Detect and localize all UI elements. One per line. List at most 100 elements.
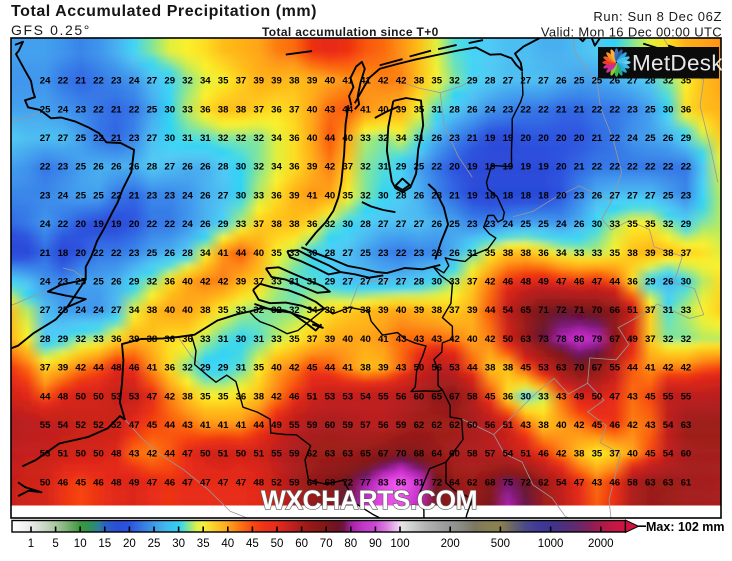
- svg-text:60: 60: [449, 449, 460, 460]
- svg-text:32: 32: [75, 334, 86, 345]
- svg-text:62: 62: [307, 449, 318, 460]
- svg-text:35: 35: [681, 76, 692, 87]
- svg-text:29: 29: [325, 277, 336, 288]
- svg-text:24: 24: [485, 104, 496, 115]
- svg-text:18: 18: [58, 248, 69, 259]
- svg-text:30: 30: [172, 538, 185, 550]
- svg-text:34: 34: [200, 248, 211, 259]
- svg-text:20: 20: [520, 133, 531, 144]
- svg-text:23: 23: [449, 133, 460, 144]
- svg-text:27: 27: [164, 162, 175, 173]
- svg-text:33: 33: [93, 334, 104, 345]
- svg-text:22: 22: [129, 104, 140, 115]
- svg-text:46: 46: [503, 277, 514, 288]
- svg-text:35: 35: [253, 363, 264, 374]
- svg-text:25: 25: [147, 104, 158, 115]
- svg-text:32: 32: [253, 305, 264, 316]
- svg-text:38: 38: [485, 363, 496, 374]
- svg-text:23: 23: [378, 248, 389, 259]
- svg-text:23: 23: [58, 162, 69, 173]
- svg-text:38: 38: [503, 363, 514, 374]
- svg-text:43: 43: [396, 363, 407, 374]
- svg-text:54: 54: [556, 477, 567, 488]
- svg-text:26: 26: [431, 133, 442, 144]
- svg-text:46: 46: [538, 449, 549, 460]
- svg-text:2000: 2000: [588, 538, 614, 550]
- svg-text:47: 47: [609, 391, 620, 402]
- svg-text:71: 71: [574, 305, 585, 316]
- svg-text:5: 5: [52, 538, 58, 550]
- svg-text:38: 38: [182, 391, 193, 402]
- svg-text:23: 23: [147, 190, 158, 201]
- svg-text:19: 19: [93, 219, 104, 230]
- svg-text:27: 27: [342, 277, 353, 288]
- svg-text:23: 23: [627, 104, 638, 115]
- svg-text:41: 41: [378, 334, 389, 345]
- svg-text:40: 40: [325, 76, 336, 87]
- svg-text:52: 52: [271, 477, 282, 488]
- svg-text:68: 68: [325, 477, 336, 488]
- svg-text:56: 56: [485, 420, 496, 431]
- svg-text:22: 22: [93, 248, 104, 259]
- svg-text:34: 34: [200, 76, 211, 87]
- svg-text:35: 35: [289, 334, 300, 345]
- svg-text:22: 22: [111, 248, 122, 259]
- svg-text:38: 38: [574, 449, 585, 460]
- svg-text:24: 24: [58, 190, 69, 201]
- svg-text:33: 33: [681, 305, 692, 316]
- svg-text:36: 36: [538, 248, 549, 259]
- svg-text:31: 31: [307, 277, 318, 288]
- svg-text:26: 26: [200, 219, 211, 230]
- svg-text:43: 43: [556, 391, 567, 402]
- svg-text:37: 37: [253, 219, 264, 230]
- svg-text:Run: Sun 8 Dec 06Z: Run: Sun 8 Dec 06Z: [593, 9, 722, 24]
- svg-text:27: 27: [503, 76, 514, 87]
- svg-text:22: 22: [627, 162, 638, 173]
- svg-text:50: 50: [93, 391, 104, 402]
- svg-text:25: 25: [645, 104, 656, 115]
- svg-text:33: 33: [271, 334, 282, 345]
- svg-text:24: 24: [182, 190, 193, 201]
- svg-text:38: 38: [538, 420, 549, 431]
- svg-text:54: 54: [503, 449, 514, 460]
- svg-text:18: 18: [485, 190, 496, 201]
- svg-text:30: 30: [307, 248, 318, 259]
- svg-text:50: 50: [40, 477, 51, 488]
- svg-text:35: 35: [200, 391, 211, 402]
- svg-text:25: 25: [520, 219, 531, 230]
- svg-text:39: 39: [58, 363, 69, 374]
- svg-text:48: 48: [520, 277, 531, 288]
- svg-text:44: 44: [40, 391, 51, 402]
- svg-text:20: 20: [123, 538, 136, 550]
- svg-text:22: 22: [592, 104, 603, 115]
- svg-text:42: 42: [449, 334, 460, 345]
- svg-text:27: 27: [111, 305, 122, 316]
- svg-text:24: 24: [75, 305, 86, 316]
- svg-text:40: 40: [221, 538, 234, 550]
- svg-text:49: 49: [129, 477, 140, 488]
- svg-text:47: 47: [592, 277, 603, 288]
- svg-text:44: 44: [627, 363, 638, 374]
- svg-text:22: 22: [431, 162, 442, 173]
- svg-text:22: 22: [164, 219, 175, 230]
- svg-text:36: 36: [503, 391, 514, 402]
- svg-text:22: 22: [93, 104, 104, 115]
- svg-text:37: 37: [645, 305, 656, 316]
- svg-text:65: 65: [431, 391, 442, 402]
- svg-text:28: 28: [360, 219, 371, 230]
- svg-text:36: 36: [627, 277, 638, 288]
- svg-text:27: 27: [40, 133, 51, 144]
- svg-text:40: 40: [307, 133, 318, 144]
- svg-text:29: 29: [58, 334, 69, 345]
- svg-text:33: 33: [592, 248, 603, 259]
- svg-text:37: 37: [40, 363, 51, 374]
- svg-text:47: 47: [200, 477, 211, 488]
- svg-text:23: 23: [164, 190, 175, 201]
- svg-text:48: 48: [111, 477, 122, 488]
- svg-text:39: 39: [378, 305, 389, 316]
- svg-text:18: 18: [503, 190, 514, 201]
- svg-text:27: 27: [378, 219, 389, 230]
- svg-text:32: 32: [663, 219, 674, 230]
- svg-text:22: 22: [58, 76, 69, 87]
- svg-text:21: 21: [467, 133, 478, 144]
